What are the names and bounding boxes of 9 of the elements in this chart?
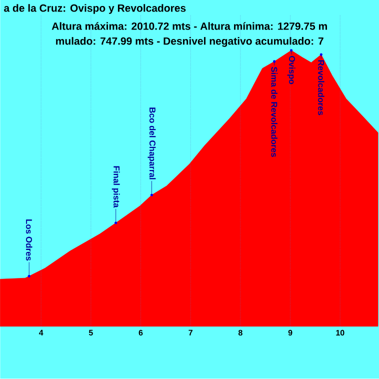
annotation: Los Odres — [26, 220, 32, 261]
chart-subtitle: Altura máxima: 2010.72 mts - Altura mínima: 1279.75 m — [52, 22, 327, 30]
annotation: Revolcadores — [318, 60, 324, 116]
chart-title: a de la Cruz: Ovispo y Revolcadores — [4, 4, 186, 14]
text: mulado: 747.99 mts - Desnivel negativo acumulado: 7 — [56, 37, 324, 47]
annotation: Ovispo — [287, 56, 296, 84]
annotation: Bco del Chaparral — [148, 108, 156, 180]
annotation: Sima de Revolcadores — [271, 66, 278, 158]
annotation: Final pista — [112, 166, 120, 208]
